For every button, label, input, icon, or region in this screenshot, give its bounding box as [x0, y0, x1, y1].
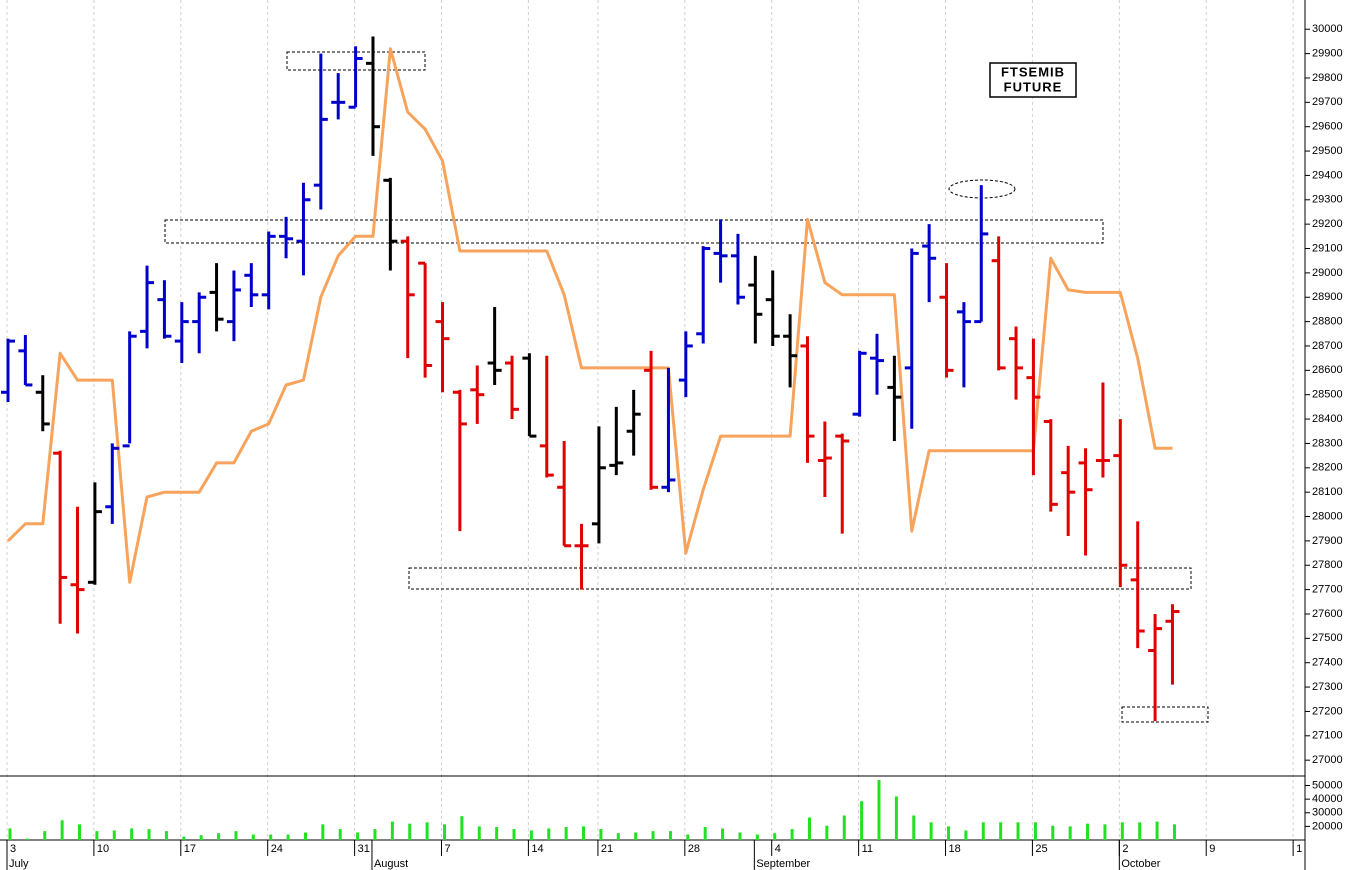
y-tick-label: 20000	[1312, 820, 1343, 832]
y-tick-label: 29200	[1312, 218, 1343, 230]
x-tick-label: 25	[1035, 843, 1047, 855]
grid	[6, 0, 1294, 840]
annotation-box	[408, 567, 1192, 590]
plot	[1, 36, 1180, 722]
title-frame	[989, 62, 1077, 98]
x-tick-label: 21	[601, 843, 613, 855]
x-tick-label: 9	[1209, 843, 1215, 855]
y-tick-label: 28200	[1312, 462, 1343, 474]
y-tick-label: 28500	[1312, 389, 1343, 401]
x-tick-label: 1	[1296, 843, 1302, 855]
x-tick-label: 4	[775, 843, 781, 855]
x-tick-label: 3	[10, 843, 16, 855]
y-tick-label: 28600	[1312, 364, 1343, 376]
month-label: October	[1121, 858, 1160, 870]
y-tick-label: 28800	[1312, 316, 1343, 328]
y-tick-label: 29700	[1312, 96, 1343, 108]
y-tick-label: 27600	[1312, 608, 1343, 620]
y-tick-label: 29100	[1312, 242, 1343, 254]
x-tick-label: 24	[271, 843, 283, 855]
y-tick-label: 29300	[1312, 194, 1343, 206]
x-tick-label: 2	[1122, 843, 1128, 855]
y-tick-label: 27900	[1312, 535, 1343, 547]
y-tick-label: 40000	[1312, 793, 1343, 805]
chart-title: FTSEMIB	[1001, 64, 1065, 79]
y-tick-label: 27300	[1312, 681, 1343, 693]
x-tick-label: 11	[862, 843, 873, 855]
x-tick-label: 10	[97, 843, 109, 855]
y-tick-label: 28300	[1312, 437, 1343, 449]
y-tick-label: 27500	[1312, 632, 1343, 644]
y-tick-label: 29800	[1312, 72, 1343, 84]
y-tick-label: 29400	[1312, 169, 1343, 181]
y-tick-label: 50000	[1312, 779, 1343, 791]
month-label: July	[9, 858, 29, 870]
y-tick-label: 29500	[1312, 145, 1343, 157]
x-tick-label: 18	[949, 843, 961, 855]
month-label: August	[374, 858, 408, 870]
y-tick-label: 28400	[1312, 413, 1343, 425]
y-tick-label: 27100	[1312, 730, 1343, 742]
annotation-box	[1121, 706, 1209, 723]
y-tick-label: 27200	[1312, 705, 1343, 717]
y-tick-label: 27400	[1312, 657, 1343, 669]
y-tick-label: 27700	[1312, 584, 1343, 596]
y-tick-label: 27800	[1312, 559, 1343, 571]
x-tick-label: 17	[184, 843, 196, 855]
indicator-line	[6, 47, 1173, 584]
y-tick-label: 30000	[1312, 807, 1343, 819]
y-tick-label: 28100	[1312, 486, 1343, 498]
y-tick-label: 28900	[1312, 291, 1343, 303]
title-box: FTSEMIB FUTURE	[989, 62, 1077, 98]
x-tick-label: 28	[688, 843, 700, 855]
y-tick-label: 29000	[1312, 267, 1343, 279]
y-tick-label: 28000	[1312, 510, 1343, 522]
y-tick-label: 27000	[1312, 754, 1343, 766]
x-tick-label: 31	[358, 843, 370, 855]
x-tick-label: 14	[531, 843, 543, 855]
x-tick-label: 7	[445, 843, 451, 855]
y-tick-label: 30000	[1312, 23, 1343, 35]
month-label: September	[756, 858, 810, 870]
annotation-box	[164, 219, 1104, 244]
y-tick-label: 29600	[1312, 121, 1343, 133]
y-tick-label: 28700	[1312, 340, 1343, 352]
chart-title: FUTURE	[1004, 79, 1063, 94]
y-tick-label: 29900	[1312, 48, 1343, 60]
